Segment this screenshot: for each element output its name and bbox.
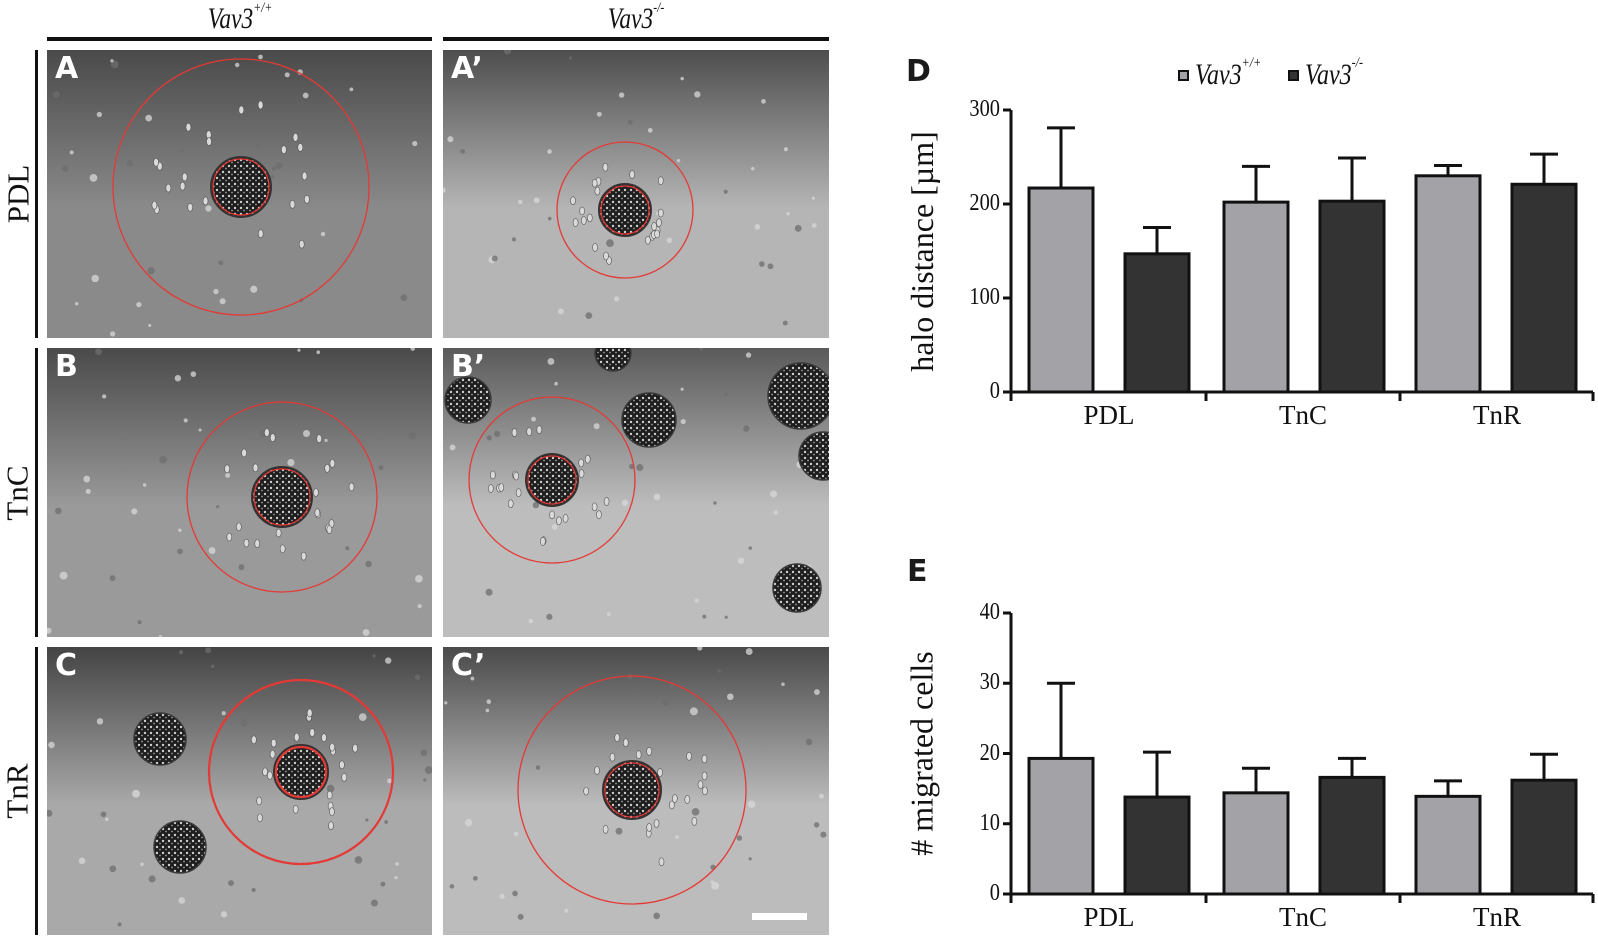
panel-letter-e: E	[907, 554, 928, 589]
header-label: Vav3	[607, 2, 654, 35]
row-label-tnr: TnR	[0, 647, 36, 935]
micrograph-panel-a: A	[47, 50, 432, 338]
neurosphere	[598, 183, 652, 237]
row-label-text: TnC	[0, 464, 35, 521]
row-divider-tnc	[35, 348, 38, 637]
panel-letter: C	[55, 648, 78, 683]
neurosphere	[444, 376, 492, 424]
halo-outer-circle	[112, 58, 370, 316]
micrograph-panel-b: B	[47, 348, 432, 637]
sphere-outline-circle	[212, 158, 270, 216]
row-divider-pdl	[35, 50, 38, 338]
y-tick-label: 300	[969, 96, 1000, 122]
row-label-text: PDL	[0, 164, 36, 224]
micrograph-panel-a-prime: A’	[443, 50, 829, 338]
header-label: Vav3	[207, 2, 254, 35]
panel-letter: B	[55, 349, 78, 384]
bar-Vav3+/+-TnR	[1414, 174, 1482, 394]
bar-Vav3+/+-PDL	[1027, 756, 1095, 896]
chart-legend: Vav3+/+ Vav3-/-	[1178, 55, 1371, 92]
y-tick-label: 30	[979, 669, 1000, 696]
x-category-label: TnR	[1472, 902, 1521, 932]
y-axis-label: # migrated cells	[903, 651, 940, 856]
column-header-wildtype: Vav3+/+	[162, 0, 318, 36]
bar-Vav3+/+-TnR	[1414, 794, 1482, 896]
bar-Vav3-/--PDL	[1123, 795, 1191, 896]
neurosphere	[621, 392, 677, 448]
y-tick-label: 40	[979, 599, 1000, 625]
y-tick-label: 0	[989, 880, 1000, 906]
y-tick-label: 10	[979, 809, 1000, 836]
micrograph-panel-c-prime: C’	[443, 647, 829, 935]
halo-outer-circle	[186, 401, 378, 593]
panel-letter: A	[55, 51, 79, 86]
bar-Vav3-/--TnR	[1510, 778, 1578, 896]
sphere-outline-circle	[604, 762, 660, 818]
y-axis-label: halo distance [µm]	[903, 130, 940, 372]
y-tick-label: 0	[989, 378, 1000, 404]
micrograph-panel-b-prime: B’	[443, 348, 829, 637]
legend-swatch-wildtype	[1178, 69, 1189, 81]
column-header-knockout: Vav3-/-	[558, 0, 714, 36]
neurosphere	[602, 760, 662, 820]
neurosphere	[210, 156, 272, 218]
bar-Vav3+/+-TnC	[1222, 200, 1290, 394]
scale-bar	[752, 913, 807, 920]
x-category-label: TnC	[1278, 400, 1327, 430]
neurosphere	[798, 431, 829, 481]
row-label-tnc: TnC	[0, 348, 36, 637]
legend-label-knockout: Vav3-/-	[1304, 55, 1363, 91]
x-category-label: TnC	[1278, 902, 1327, 932]
header-superscript: -/-	[653, 0, 665, 16]
row-divider-tnr	[35, 647, 38, 935]
halo-outer-circle	[468, 396, 636, 564]
row-label-text: TnR	[0, 763, 35, 819]
neurosphere	[772, 563, 822, 613]
sphere-outline-circle	[274, 745, 328, 799]
neurosphere	[251, 466, 313, 528]
x-category-label: TnR	[1472, 400, 1521, 430]
header-superscript: +/+	[253, 0, 273, 16]
panel-letter: C’	[451, 648, 486, 683]
neurosphere	[767, 362, 829, 430]
y-tick-label: 200	[969, 190, 1000, 216]
neurosphere	[273, 744, 329, 800]
bar-Vav3+/+-PDL	[1027, 186, 1095, 394]
neurosphere	[153, 820, 207, 874]
sphere-outline-circle	[253, 468, 311, 526]
row-label-pdl: PDL	[0, 50, 36, 338]
neurosphere	[594, 348, 632, 372]
panel-letter-d: D	[906, 54, 931, 89]
x-category-label: PDL	[1083, 400, 1135, 430]
bar-Vav3-/--TnC	[1318, 775, 1386, 896]
x-category-label: PDL	[1083, 902, 1135, 932]
halo-outer-circle	[556, 141, 694, 279]
bar-Vav3-/--TnR	[1510, 182, 1578, 394]
bar-Vav3+/+-TnC	[1222, 791, 1290, 896]
bar-Vav3-/--TnC	[1318, 199, 1386, 394]
micrograph-panel-c: C	[47, 647, 432, 935]
halo-outer-circle	[207, 678, 395, 866]
panel-letter: A’	[451, 51, 483, 86]
bar-Vav3-/--PDL	[1123, 252, 1191, 394]
sphere-outline-circle	[527, 455, 577, 505]
panel-letter: B’	[451, 349, 486, 384]
sphere-outline-circle	[600, 185, 650, 235]
neurosphere	[525, 453, 579, 507]
y-tick-label: 100	[969, 284, 1000, 310]
legend-label-wildtype: Vav3+/+	[1195, 55, 1262, 91]
column-divider-wildtype	[47, 37, 432, 41]
halo-outer-circle	[517, 675, 747, 905]
neurosphere	[133, 712, 187, 766]
column-divider-knockout	[443, 37, 829, 41]
y-tick-label: 20	[979, 739, 1000, 766]
legend-swatch-knockout	[1287, 69, 1299, 81]
